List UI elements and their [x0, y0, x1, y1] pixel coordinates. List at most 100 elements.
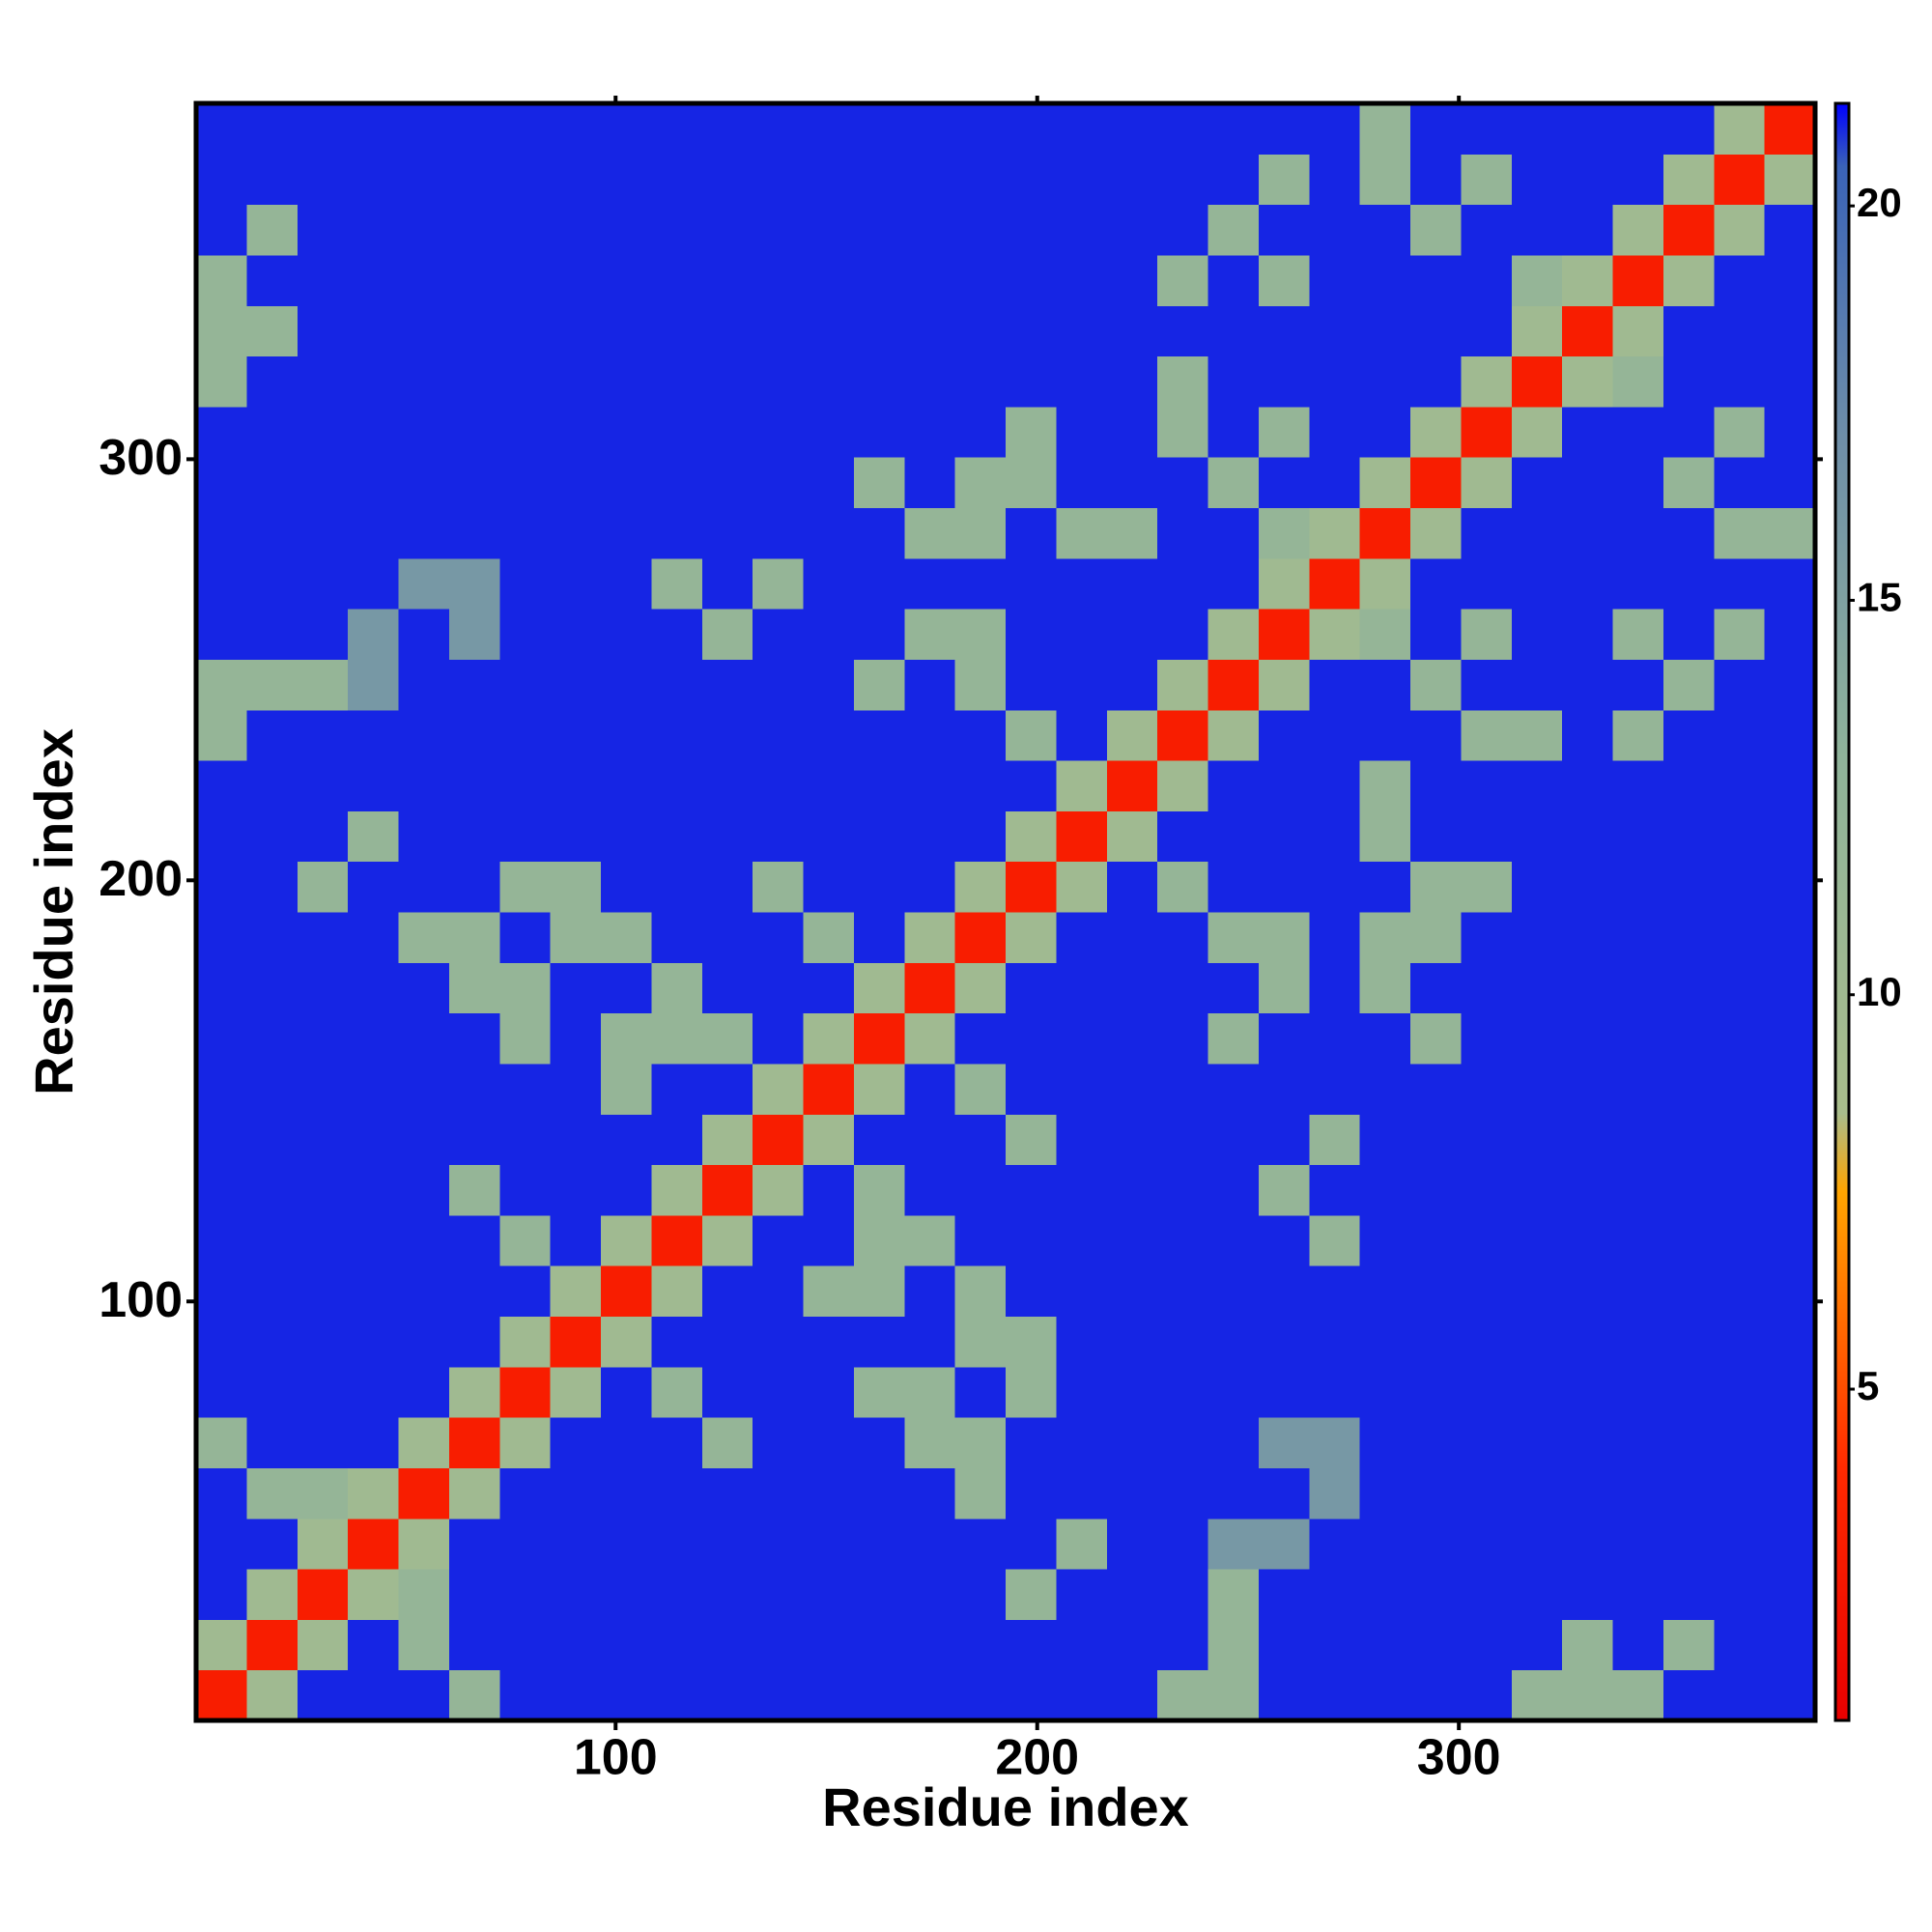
heatmap-cell	[1764, 912, 1816, 963]
heatmap-cell	[448, 810, 500, 863]
heatmap-cell	[1208, 204, 1260, 256]
heatmap-cell	[1511, 1316, 1563, 1368]
heatmap-cell	[246, 1619, 298, 1671]
heatmap-cell	[1258, 1569, 1310, 1620]
heatmap-cell	[1056, 406, 1108, 458]
heatmap-cell	[753, 1366, 804, 1418]
x-tick-label: 100	[574, 1730, 658, 1786]
heatmap-cell	[1258, 507, 1310, 559]
heatmap-cell	[1562, 1164, 1613, 1216]
heatmap-cell	[1359, 103, 1411, 155]
heatmap-cell	[651, 861, 703, 913]
heatmap-cell	[1764, 760, 1816, 811]
heatmap-cell	[954, 1417, 1007, 1468]
heatmap-cell	[1714, 1669, 1766, 1721]
heatmap-cell	[1562, 1063, 1613, 1115]
heatmap-cell	[246, 912, 298, 963]
heatmap-cell	[297, 1063, 349, 1115]
heatmap-cell	[1764, 507, 1816, 559]
heatmap-cell	[1461, 861, 1513, 913]
heatmap-cell	[701, 1265, 753, 1317]
heatmap-cell	[1511, 1569, 1563, 1620]
heatmap-cell	[853, 1619, 905, 1671]
heatmap-cell	[1612, 1265, 1664, 1317]
heatmap-cell	[1612, 254, 1664, 306]
heatmap-cell	[1511, 507, 1563, 559]
heatmap-cell	[954, 355, 1007, 408]
heatmap-cell	[651, 1265, 703, 1317]
heatmap-cell	[853, 1518, 905, 1570]
heatmap-cell	[1562, 355, 1613, 408]
heatmap-cell	[348, 305, 399, 357]
heatmap-cell	[1309, 204, 1361, 256]
heatmap-cell	[1662, 1366, 1715, 1418]
heatmap-cell	[1157, 1114, 1208, 1166]
heatmap-cell	[1511, 1164, 1563, 1216]
heatmap-cell	[1359, 709, 1411, 761]
heatmap-cell	[499, 1366, 552, 1418]
heatmap-cell	[550, 254, 602, 306]
heatmap-cell	[1562, 760, 1613, 811]
heatmap-cell	[954, 861, 1007, 913]
heatmap-cell	[651, 1214, 703, 1266]
heatmap-cell	[398, 1316, 450, 1368]
heatmap-cell	[196, 1316, 247, 1368]
heatmap-cell	[601, 1063, 652, 1115]
heatmap-cell	[1157, 1569, 1208, 1620]
heatmap-cell	[1612, 1012, 1664, 1065]
heatmap-cell	[297, 204, 349, 256]
heatmap-cell	[550, 457, 602, 508]
heatmap-cell	[550, 1467, 602, 1520]
heatmap-cell	[499, 609, 552, 660]
heatmap-cell	[1764, 1316, 1816, 1368]
heatmap-cell	[1662, 760, 1715, 811]
heatmap-cell	[601, 1417, 652, 1468]
heatmap-cell	[1208, 1012, 1260, 1065]
heatmap-cell	[1006, 457, 1057, 508]
heatmap-cell	[499, 1265, 552, 1317]
heatmap-cell	[904, 1619, 956, 1671]
heatmap-cell	[803, 1214, 855, 1266]
heatmap-cell	[1461, 1366, 1513, 1418]
heatmap-cell	[904, 1669, 956, 1721]
heatmap-cell	[1714, 1619, 1766, 1671]
heatmap-cell	[1056, 962, 1108, 1014]
heatmap-cell	[398, 457, 450, 508]
heatmap-cell	[1714, 1012, 1766, 1065]
heatmap-cell	[348, 1164, 399, 1216]
heatmap-cell	[1006, 1265, 1057, 1317]
heatmap-cell	[1562, 1316, 1613, 1368]
heatmap-cell	[1056, 861, 1108, 913]
heatmap-cell	[1106, 557, 1158, 610]
heatmap-cell	[398, 406, 450, 458]
heatmap-cell	[1309, 1366, 1361, 1418]
heatmap-cell	[1006, 154, 1057, 206]
heatmap-cell	[1106, 962, 1158, 1014]
heatmap-cell	[954, 254, 1007, 306]
heatmap-cell	[1410, 709, 1462, 761]
heatmap-cell	[1714, 1164, 1766, 1216]
heatmap-cell	[651, 810, 703, 863]
heatmap-cell	[1562, 861, 1613, 913]
heatmap-cell	[1056, 1619, 1108, 1671]
heatmap-cell	[853, 1316, 905, 1368]
heatmap-cell	[1208, 154, 1260, 206]
heatmap-cell	[196, 1619, 247, 1671]
heatmap-cell	[651, 305, 703, 357]
heatmap-cell	[753, 204, 804, 256]
heatmap-cell	[1662, 355, 1715, 408]
heatmap-cell	[904, 1417, 956, 1468]
heatmap-cell	[297, 507, 349, 559]
heatmap-cell	[1006, 507, 1057, 559]
heatmap-cell	[1309, 609, 1361, 660]
heatmap-cell	[1006, 1012, 1057, 1065]
heatmap-cell	[297, 254, 349, 306]
heatmap-cell	[651, 1417, 703, 1468]
heatmap-cell	[803, 912, 855, 963]
heatmap-cell	[601, 1569, 652, 1620]
colorbar	[1833, 101, 1851, 1722]
heatmap-cell	[246, 305, 298, 357]
heatmap-cell	[803, 457, 855, 508]
heatmap-cell	[448, 1164, 500, 1216]
heatmap-cell	[550, 1417, 602, 1468]
